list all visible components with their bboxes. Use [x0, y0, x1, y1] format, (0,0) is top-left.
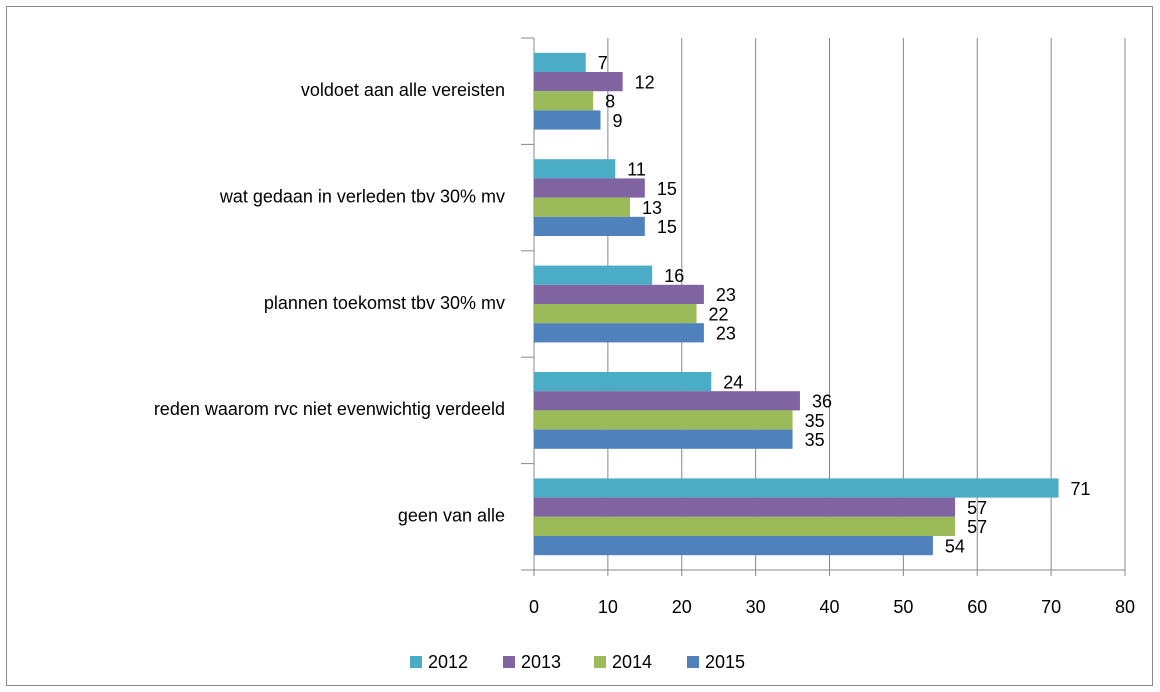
bar	[534, 372, 712, 392]
data-label: 24	[723, 372, 743, 392]
legend-swatch	[594, 656, 606, 668]
bar	[534, 197, 631, 217]
x-tick-label: 60	[967, 597, 987, 617]
category-label: voldoet aan alle vereisten	[301, 80, 505, 100]
data-label: 71	[1071, 479, 1091, 499]
data-label: 35	[805, 411, 825, 431]
data-label: 7	[598, 53, 608, 73]
data-label: 57	[967, 498, 987, 518]
bar	[534, 159, 616, 179]
data-label: 54	[945, 536, 965, 556]
x-tick-label: 0	[529, 597, 539, 617]
data-label: 12	[635, 72, 655, 92]
bar	[534, 536, 933, 556]
legend-swatch	[503, 656, 515, 668]
bar	[534, 178, 645, 198]
category-label: wat gedaan in verleden tbv 30% mv	[219, 186, 505, 206]
legend-label: 2015	[705, 652, 745, 672]
bar	[534, 265, 653, 285]
data-label: 16	[664, 266, 684, 286]
category-label: geen van alle	[398, 506, 505, 526]
data-label: 23	[716, 324, 736, 344]
bar	[534, 429, 793, 449]
x-tick-label: 30	[746, 597, 766, 617]
bar	[534, 497, 956, 517]
bar	[534, 110, 601, 130]
data-label: 8	[605, 92, 615, 112]
x-tick-label: 50	[893, 597, 913, 617]
bar	[534, 91, 594, 111]
category-label: plannen toekomst tbv 30% mv	[264, 293, 505, 313]
legend-label: 2014	[612, 652, 652, 672]
bar	[534, 52, 586, 72]
bar	[534, 391, 800, 411]
bar	[534, 284, 704, 304]
data-label: 9	[612, 111, 622, 131]
bar	[534, 72, 623, 92]
legend-swatch	[687, 656, 699, 668]
data-label: 15	[657, 179, 677, 199]
data-label: 57	[967, 517, 987, 537]
data-label: 36	[812, 392, 832, 412]
data-label: 22	[709, 304, 729, 324]
data-label: 35	[805, 430, 825, 450]
bar	[534, 410, 793, 430]
x-tick-label: 40	[819, 597, 839, 617]
data-label: 13	[642, 198, 662, 218]
data-label: 23	[716, 285, 736, 305]
x-tick-label: 80	[1115, 597, 1135, 617]
data-label: 11	[627, 160, 646, 180]
data-label: 15	[657, 217, 677, 237]
bar	[534, 216, 645, 236]
category-label: reden waarom rvc niet evenwichtig verdee…	[154, 399, 505, 419]
bar	[534, 323, 704, 343]
x-tick-label: 10	[598, 597, 618, 617]
bar	[534, 304, 697, 324]
x-tick-label: 20	[672, 597, 692, 617]
legend-label: 2012	[428, 652, 468, 672]
legend-swatch	[410, 656, 422, 668]
legend-label: 2013	[521, 652, 561, 672]
bar	[534, 478, 1059, 498]
bar	[534, 516, 956, 536]
x-tick-label: 70	[1041, 597, 1061, 617]
